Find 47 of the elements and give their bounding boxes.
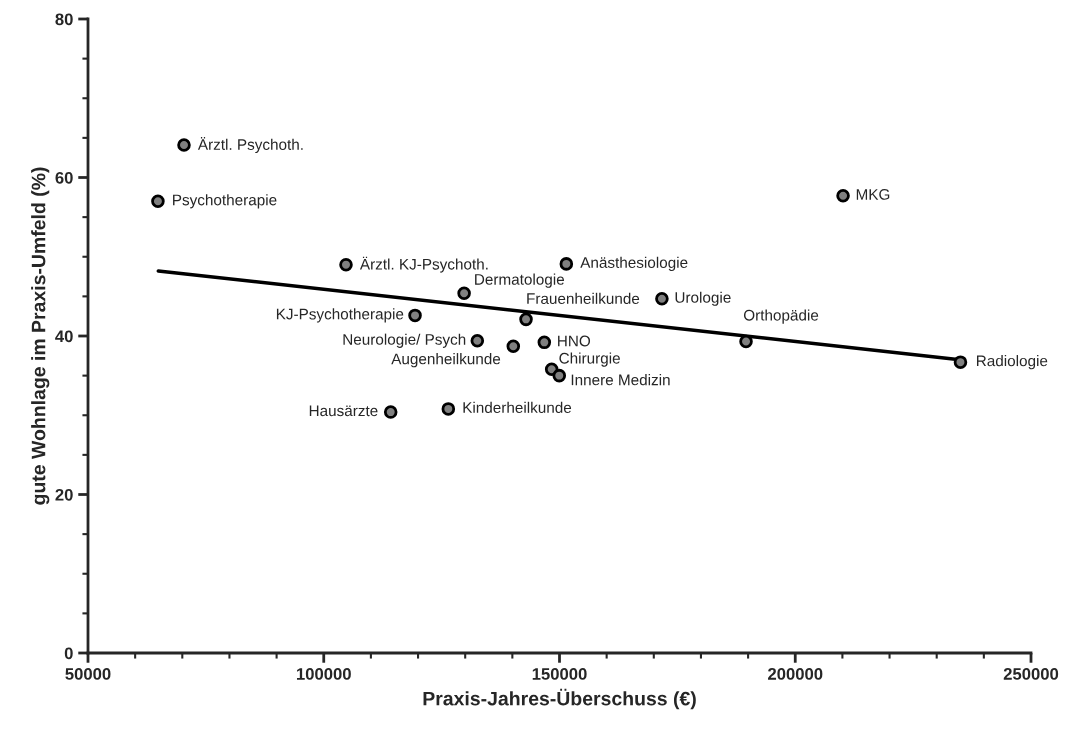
point [519, 312, 533, 327]
x-tick-label: 250000 [1003, 668, 1059, 680]
x-tick-label: 100000 [296, 668, 351, 680]
point [506, 339, 521, 354]
annotation: Hausärzte [309, 405, 378, 417]
annotation: Dermatologie [475, 273, 565, 288]
point [836, 188, 850, 203]
point [552, 368, 567, 383]
annotation: Orthopädie [743, 309, 819, 324]
point [151, 194, 165, 209]
point [177, 138, 191, 152]
point [470, 333, 485, 348]
annotation: Ärztl. KJ-Psychoth. [359, 256, 488, 273]
y-tick-label: 0 [64, 647, 73, 660]
point [655, 291, 669, 306]
annotation: MKG [856, 189, 890, 200]
x-tick-label: 50000 [65, 668, 111, 680]
point [339, 257, 353, 272]
annotation: Anästhesiologie [580, 256, 688, 271]
annotation: Frauenheilkunde [527, 292, 640, 305]
annotation: Ärztl. Psychoth. [197, 137, 303, 153]
point [953, 355, 968, 369]
y-axis-title: gute Wohnlage im Praxis-Umfeld (%) [31, 167, 50, 505]
annotation: KJ-Psychotherapie [276, 308, 404, 323]
point [559, 257, 574, 271]
annotation: Radiologie [976, 355, 1048, 370]
point [739, 334, 753, 349]
point [383, 405, 398, 419]
y-tick-label: 20 [55, 488, 73, 501]
annotation: Chirurgie [559, 352, 620, 367]
annotation: HNO [558, 335, 591, 347]
x-tick-label: 200000 [768, 668, 823, 680]
annotation: Augenheilkunde [391, 353, 501, 368]
point [408, 308, 422, 323]
point [537, 335, 552, 350]
annotation: Urologie [675, 291, 731, 306]
point [457, 286, 471, 300]
point [441, 402, 456, 416]
annotation: Neurologie/ Psych [343, 333, 466, 348]
y-tick-label: 60 [55, 171, 73, 184]
y-tick-label: 40 [55, 330, 73, 343]
annotation: Innere Medizin [571, 374, 670, 386]
annotation: Kinderheilkunde [463, 401, 572, 414]
y-tick-label: 80 [55, 13, 73, 26]
x-tick-label: 150000 [532, 668, 587, 680]
annotation: Psychotherapie [173, 194, 277, 209]
x-axis-title: Praxis-Jahres-Überschuss (€) [423, 688, 696, 710]
